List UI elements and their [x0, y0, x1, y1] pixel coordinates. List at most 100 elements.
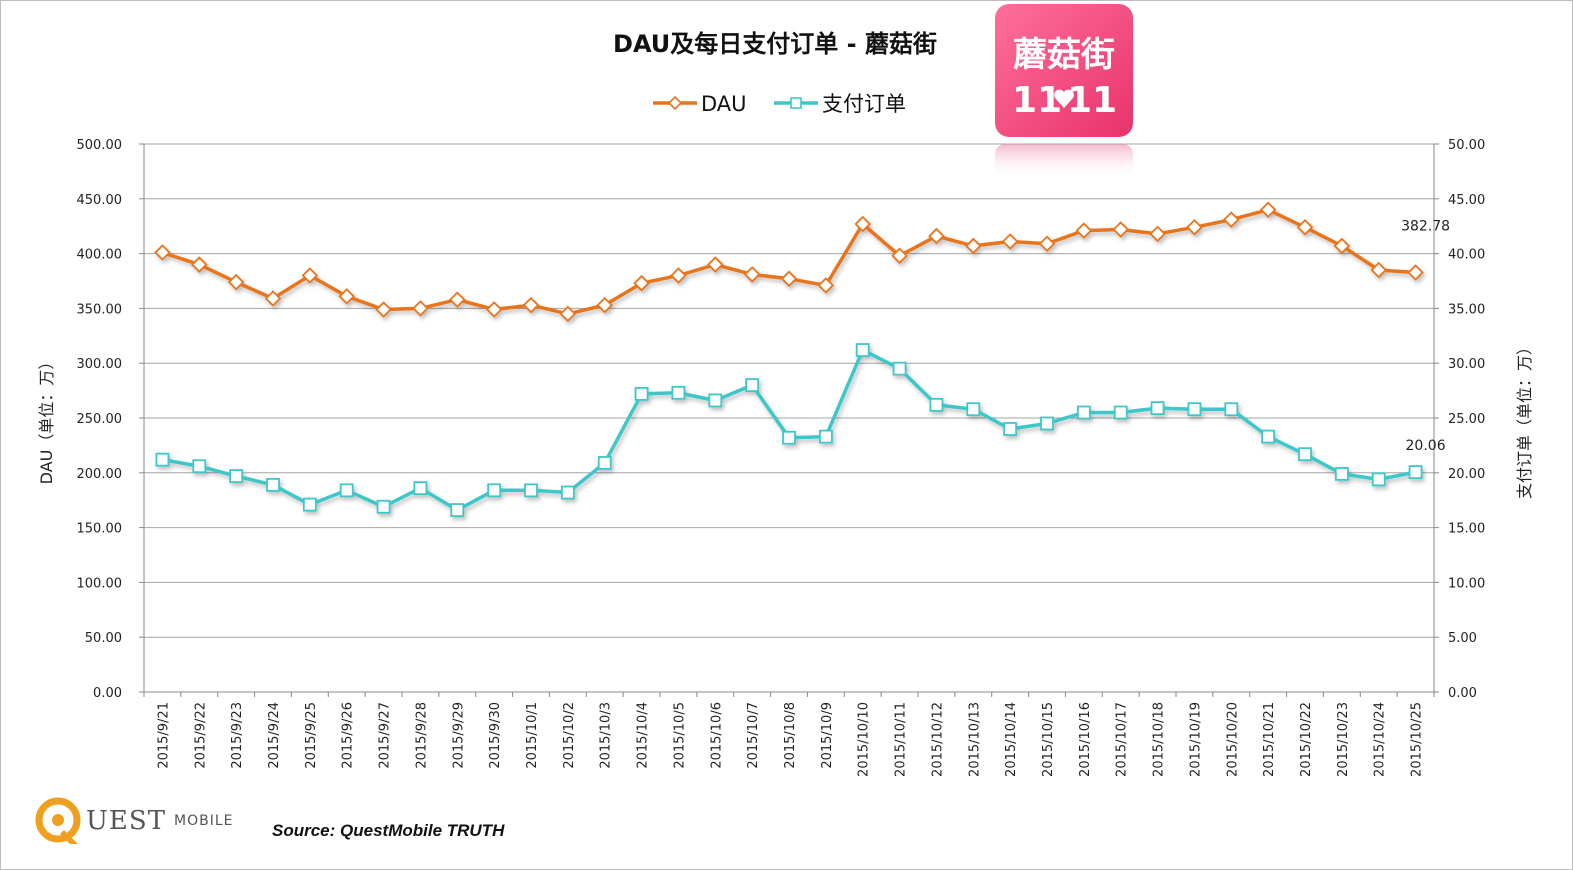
series-dau: [154, 201, 1424, 323]
y-right-tick-label: 15.00: [1448, 522, 1485, 537]
y-right-tick-label: 40.00: [1448, 248, 1485, 263]
dau-point: [227, 273, 245, 291]
orders-point: [708, 393, 723, 408]
orders-point: [302, 497, 317, 512]
data-label: 20.06: [1406, 438, 1446, 454]
y-right-tick-label: 30.00: [1448, 357, 1485, 372]
y-left-tick-label: 50.00: [85, 631, 122, 646]
chart-canvas: 0.00 50.00 100.00 150.00 200.00 250.00 300.00 3…: [37, 92, 1534, 777]
y-left-tick-label: 400.00: [77, 248, 123, 263]
badge-number-left: 11: [1012, 80, 1062, 121]
dau-point: [338, 288, 355, 305]
y-left-tick-label: 450.00: [77, 193, 123, 208]
logo-quest-text: UEST: [86, 806, 167, 836]
x-tick-label: 2015/10/13: [967, 702, 982, 777]
badge-name: 蘑菇街: [1013, 35, 1115, 75]
y-right-tick-label: 45.00: [1448, 193, 1485, 208]
orders-point: [782, 430, 796, 445]
source-note: Source: QuestMobile TRUTH: [272, 821, 505, 840]
dau-point: [1186, 219, 1203, 236]
orders-point: [376, 499, 391, 514]
y-left-tick-label: 350.00: [77, 302, 123, 317]
x-tick-label: 2015/10/18: [1152, 702, 1167, 777]
dau-point: [596, 296, 613, 314]
dau-point: [965, 237, 982, 255]
dau-point: [1333, 237, 1351, 255]
x-tick-label: 2015/9/24: [267, 702, 282, 769]
orders-point: [1003, 422, 1018, 436]
orders-point: [192, 459, 207, 474]
dau-point: [301, 267, 319, 284]
dau-point: [485, 301, 503, 318]
y-right-tick-label: 10.00: [1448, 576, 1485, 591]
x-tick-label: 2015/9/30: [488, 702, 503, 769]
dau-point: [1001, 233, 1019, 250]
orders-point: [229, 469, 244, 483]
dau-point: [1075, 222, 1093, 239]
badge-reflection: [995, 144, 1133, 179]
x-tick-label: 2015/10/4: [636, 702, 651, 769]
quest-logo-icon: [35, 797, 81, 844]
series: [154, 201, 1424, 517]
x-tick-label: 2015/10/9: [820, 702, 835, 769]
y-left-tick-label: 200.00: [77, 467, 123, 482]
orders-point: [1334, 466, 1349, 481]
dau-point: [743, 266, 761, 283]
orders-point: [929, 397, 944, 412]
dau-point: [154, 244, 171, 261]
x-tick-label: 2015/10/23: [1336, 702, 1351, 777]
x-tick-label: 2015/10/16: [1078, 702, 1093, 777]
orders-point: [450, 503, 465, 517]
x-tick-label: 2015/10/17: [1115, 702, 1130, 777]
orders-point: [634, 386, 649, 401]
orders-point: [597, 456, 612, 470]
x-tick-label: 2015/10/12: [930, 702, 945, 777]
dau-point: [412, 300, 429, 317]
dau-point: [670, 267, 687, 284]
y-left-tick-label: 100.00: [77, 576, 123, 591]
legend-label: 支付订单: [822, 92, 906, 116]
x-tick-label: 2015/9/26: [341, 702, 356, 769]
badge-number-right: 11: [1067, 80, 1117, 121]
y-right-label: 支付订单（单位：万）: [1515, 339, 1534, 499]
x-tick-label: 2015/10/6: [709, 702, 724, 769]
x-tick-label: 2015/10/15: [1041, 702, 1056, 777]
y-left-tick-label: 300.00: [77, 357, 123, 372]
x-tick-label: 2015/10/7: [746, 702, 761, 769]
x-tick-label: 2015/10/21: [1262, 702, 1277, 777]
y-right-tick-label: 5.00: [1448, 631, 1477, 646]
orders-point: [671, 385, 686, 400]
dau-point: [891, 247, 908, 265]
y-right-tick-label: 35.00: [1448, 302, 1485, 317]
x-tick-label: 2015/10/20: [1225, 702, 1240, 777]
x-tick-label: 2015/10/19: [1188, 702, 1203, 777]
dau-point: [1149, 225, 1166, 243]
x-tick-label: 2015/9/29: [451, 702, 466, 769]
dau-point: [1259, 201, 1277, 219]
dau-point: [1112, 221, 1129, 238]
dau-point: [1370, 261, 1387, 279]
x-tick-label: 2015/9/27: [378, 702, 393, 769]
series-orders: [155, 343, 1423, 517]
orders-point: [1224, 402, 1239, 417]
questmobile-logo: UEST MOBILE: [34, 796, 234, 846]
orders-point: [155, 452, 170, 467]
orders-point: [1408, 465, 1423, 480]
x-tick-label: 2015/9/22: [193, 702, 208, 769]
x-tick-label: 2015/9/21: [156, 702, 171, 769]
orders-point: [966, 402, 981, 417]
dau-point: [817, 277, 835, 294]
dau-point: [1223, 211, 1240, 228]
x-tick-label: 2015/9/23: [230, 702, 245, 769]
orders-point: [487, 483, 502, 498]
y-left-tick-label: 0.00: [93, 686, 122, 701]
x-tick-label: 2015/10/1: [525, 702, 540, 769]
y-left-tick-label: 250.00: [77, 412, 123, 427]
orders-point: [266, 477, 280, 492]
data-label: 382.78: [1401, 218, 1450, 234]
x-tick-label: 2015/10/5: [672, 702, 687, 769]
dau-point: [780, 270, 798, 288]
dau-point: [633, 274, 650, 292]
x-ticks: 2015/9/21 2015/9/22 2015/9/23 2015/9/24 2015…: [143, 692, 1435, 777]
chart-title: DAU及每日支付订单 - 蘑菇街: [613, 30, 937, 58]
